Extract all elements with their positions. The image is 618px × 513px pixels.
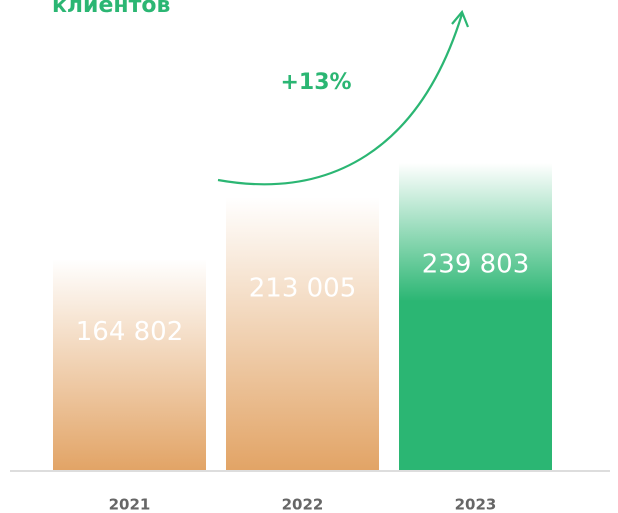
bar	[53, 259, 206, 470]
growth-arrow	[217, 13, 464, 186]
arrow-head	[451, 9, 470, 28]
bar	[226, 197, 379, 470]
x-tick-label: 2021	[109, 496, 151, 513]
annotation: +13%	[280, 70, 351, 95]
value-label: 213 005	[249, 274, 357, 304]
x-tick-label: 2022	[282, 496, 324, 513]
bar	[399, 163, 552, 470]
value-label: 239 803	[422, 250, 530, 280]
value-label: 164 802	[76, 317, 184, 347]
x-tick-label: 2023	[455, 496, 497, 513]
chart-title: клиентов	[52, 0, 170, 18]
